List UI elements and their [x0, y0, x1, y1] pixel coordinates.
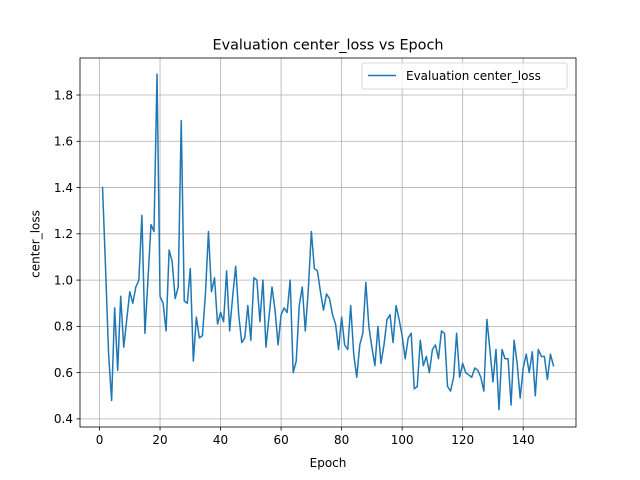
x-tick-label: 0	[96, 433, 104, 447]
x-tick-label: 20	[152, 433, 167, 447]
x-tick-label: 60	[273, 433, 288, 447]
y-axis-label: center_loss	[29, 210, 43, 278]
y-tick-label: 1.4	[54, 181, 73, 195]
x-tick-label: 100	[391, 433, 414, 447]
legend-box	[361, 62, 568, 90]
legend: Evaluation center_loss	[361, 62, 568, 90]
y-tick-label: 1.6	[54, 135, 73, 149]
x-tick-label: 120	[451, 433, 474, 447]
series-line	[101, 73, 555, 411]
y-tick-label: 1.8	[54, 88, 73, 102]
axes-frame	[79, 57, 577, 428]
y-tick-label: 1.2	[54, 227, 73, 241]
series-layer	[101, 73, 555, 411]
x-axis-ticks: 0 20 40 60 80 100 120 140	[96, 427, 535, 447]
y-tick-label: 1.0	[54, 273, 73, 287]
x-tick-label: 40	[213, 433, 228, 447]
x-tick-label: 140	[512, 433, 535, 447]
y-tick-label: 0.8	[54, 320, 73, 334]
y-tick-label: 0.6	[54, 366, 73, 380]
y-axis-ticks: 0.4 0.6 0.8 1.0 1.2 1.4 1.6 1.8	[54, 88, 80, 426]
chart-title: Evaluation center_loss vs Epoch	[212, 38, 443, 54]
legend-series-label: Evaluation center_loss	[406, 69, 541, 83]
y-tick-label: 0.4	[54, 412, 73, 426]
x-tick-label: 80	[334, 433, 349, 447]
x-axis-label: Epoch	[310, 456, 347, 470]
